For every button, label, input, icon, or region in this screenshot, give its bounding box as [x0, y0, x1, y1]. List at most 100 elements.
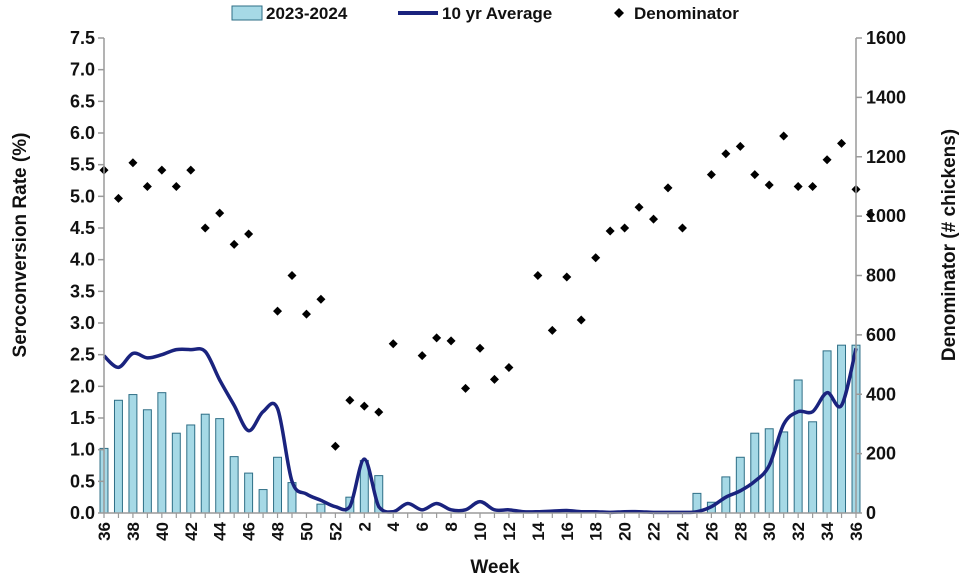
x-tick-label-1: 38	[124, 522, 143, 541]
point-week-26-42	[706, 170, 716, 180]
legend-label-line: 10 yr Average	[442, 4, 552, 23]
point-week-41-5	[171, 181, 181, 191]
point-week-51-15	[316, 294, 326, 304]
x-tick-label-3: 42	[182, 522, 201, 541]
axes: 0.0 0.5 1.0 1.5 2.0 2.5 3.0 3.5 4.0 4.5 5.0 5.5 6.0 6…	[70, 28, 906, 541]
x-tick-label-23: 30	[760, 522, 779, 541]
x-tick-label-26: 36	[847, 522, 866, 541]
point-week-1-17	[345, 395, 355, 405]
point-week-undefined-53	[865, 210, 875, 220]
y-tick-label-3.5: 3.5	[70, 281, 95, 301]
x-tick-label-7: 50	[297, 522, 316, 541]
x-tick-label-22: 28	[731, 522, 750, 541]
x-tick-label-17: 18	[587, 522, 606, 541]
point-week-39-3	[142, 181, 152, 191]
point-week-52-16	[330, 441, 340, 451]
x-tick-label-13: 10	[471, 522, 490, 541]
x-tick-label-11: 6	[413, 522, 432, 531]
point-week-6-22	[417, 351, 427, 361]
y-tick-label-5.5: 5.5	[70, 155, 95, 175]
legend-swatch-diamond	[614, 8, 624, 18]
point-week-2-18	[359, 401, 369, 411]
x-tick-label-12: 8	[442, 522, 461, 531]
bar-week-35-51	[837, 344, 847, 514]
x-tick-label-20: 24	[673, 521, 692, 540]
line-10yr-average	[102, 347, 858, 515]
point-week-29-45	[750, 170, 760, 180]
y-tick-label-6.5: 6.5	[70, 91, 95, 111]
point-week-49-13	[287, 271, 297, 280]
point-week-35-51	[837, 138, 847, 148]
x-tick-label-16: 16	[558, 522, 577, 541]
legend: 2023-2024 10 yr Average Denominator	[231, 4, 739, 23]
bar-week-28-44	[735, 456, 745, 514]
point-week-33-49	[808, 181, 818, 191]
point-week-48-12	[273, 306, 283, 316]
x-tick-label-5: 46	[240, 522, 259, 541]
y2-tick-label-200: 200	[866, 444, 896, 464]
bar-week-31-47	[779, 431, 789, 514]
point-week-10-26	[475, 343, 485, 353]
x-tick-label-6: 48	[269, 522, 288, 541]
point-week-11-27	[489, 374, 499, 384]
point-week-14-30	[533, 271, 543, 280]
y-tick-label-0: 0.0	[70, 503, 95, 523]
point-week-17-33	[576, 315, 586, 325]
y2-axis-title: Denominator (# chickens)	[939, 129, 960, 361]
bar-week-37-1	[113, 399, 123, 514]
x-tick-label-18: 20	[616, 522, 635, 541]
x-tick-label-14: 12	[500, 522, 519, 541]
point-week-18-34	[591, 253, 601, 263]
legend-label-bars: 2023-2024	[266, 4, 348, 23]
point-week-32-48	[793, 181, 803, 191]
point-week-37-1	[113, 193, 123, 203]
y-tick-label-0.5: 0.5	[70, 471, 95, 491]
x-tick-label-4: 44	[211, 521, 230, 540]
y2-tick-label-1600: 1600	[866, 28, 906, 48]
y-tick-label-7.5: 7.5	[70, 28, 95, 48]
point-week-22-38	[649, 214, 659, 224]
point-week-16-32	[562, 272, 572, 282]
x-tick-label-9: 2	[355, 522, 374, 531]
y2-tick-label-0: 0	[866, 503, 876, 523]
y-tick-label-2: 2.0	[70, 376, 95, 396]
bar-week-42-6	[186, 424, 196, 514]
point-week-9-25	[461, 383, 471, 393]
y-axis-title: Seroconversion Rate (%)	[10, 133, 31, 358]
bar-week-29-45	[750, 432, 760, 514]
point-week-15-31	[547, 325, 557, 335]
bar-week-43-7	[200, 413, 210, 514]
line-series	[102, 347, 858, 515]
point-week-34-50	[822, 155, 832, 165]
y-tick-label-1.5: 1.5	[70, 408, 95, 428]
legend-label-scatter: Denominator	[634, 4, 739, 23]
bar-week-33-49	[808, 421, 818, 514]
point-week-50-14	[301, 309, 311, 319]
y2-tick-label-1200: 1200	[866, 147, 906, 167]
point-week-19-35	[605, 226, 615, 236]
point-week-45-9	[229, 239, 239, 249]
bar-week-46-10	[244, 472, 254, 514]
y2-tick-label-600: 600	[866, 325, 896, 345]
bar-week-51-15	[316, 503, 326, 514]
bar-week-47-11	[258, 489, 268, 514]
point-week-8-24	[446, 336, 456, 346]
y-tick-label-4: 4.0	[70, 250, 95, 270]
bar-week-45-9	[229, 456, 239, 514]
bar-week-41-5	[171, 432, 181, 514]
x-tick-label-25: 34	[818, 521, 837, 540]
x-axis-title: Week	[470, 557, 520, 578]
point-week-21-37	[634, 202, 644, 212]
point-week-31-47	[779, 131, 789, 141]
scatter-series	[99, 131, 875, 451]
bar-week-32-48	[793, 379, 803, 514]
point-week-24-40	[677, 223, 687, 233]
x-tick-label-10: 4	[384, 521, 403, 531]
bar-week-48-12	[273, 456, 283, 514]
point-week-38-2	[128, 158, 138, 168]
bar-week-44-8	[215, 418, 225, 514]
x-tick-label-8: 52	[326, 522, 345, 541]
legend-swatch-bars	[231, 5, 263, 21]
x-tick-label-15: 14	[529, 521, 548, 540]
